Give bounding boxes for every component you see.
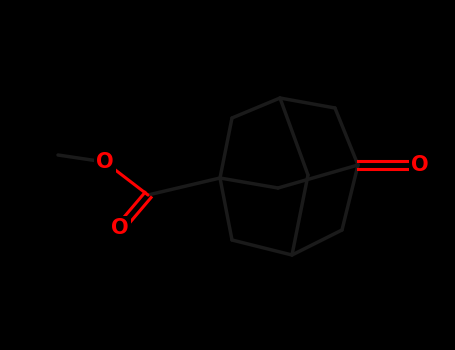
- Text: O: O: [111, 218, 129, 238]
- Text: O: O: [96, 152, 114, 172]
- Text: O: O: [411, 155, 429, 175]
